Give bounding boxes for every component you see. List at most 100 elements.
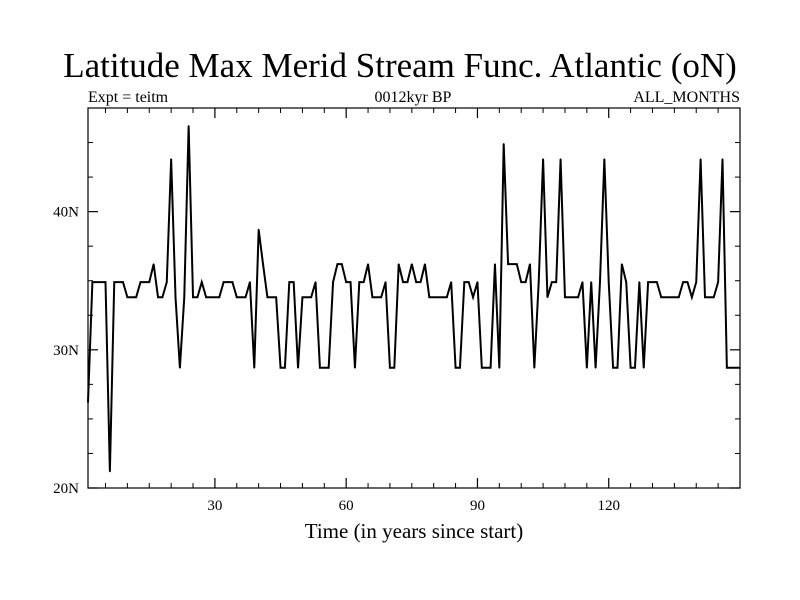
data-point (253, 366, 256, 369)
data-point (520, 281, 523, 283)
data-point (638, 281, 641, 283)
data-point (91, 281, 94, 283)
data-point (117, 281, 120, 283)
data-point (454, 366, 457, 369)
data-point (603, 158, 606, 160)
data-point (607, 281, 610, 283)
data-point (415, 281, 417, 283)
data-point (599, 281, 601, 283)
series-layer (87, 125, 741, 473)
data-point (205, 296, 207, 299)
data-point (529, 263, 531, 265)
data-point (568, 296, 571, 299)
data-point (275, 296, 277, 299)
data-point (612, 366, 614, 369)
data-point (669, 296, 671, 299)
data-point (323, 366, 326, 369)
data-point (424, 263, 426, 265)
data-point (730, 366, 733, 369)
data-point (564, 296, 566, 299)
y-tick-label: 20N (53, 481, 79, 497)
tick-labels: 20N 30N 40N 30 60 90 120 (53, 205, 620, 514)
data-point (577, 296, 579, 299)
data-point (533, 366, 536, 369)
data-point (463, 281, 466, 283)
data-point (284, 366, 286, 369)
data-point (165, 281, 168, 283)
data-point (642, 366, 645, 369)
data-point (498, 366, 501, 369)
data-point (122, 281, 124, 283)
data-point (314, 281, 317, 283)
data-point (100, 281, 102, 283)
data-point (691, 296, 693, 299)
data-point (152, 263, 155, 265)
data-point (634, 366, 636, 369)
data-point (586, 366, 588, 369)
minor-ticks (88, 107, 740, 488)
data-point (95, 281, 98, 283)
data-point (109, 470, 111, 473)
data-point (712, 296, 715, 299)
data-point (279, 366, 282, 369)
data-point (174, 296, 177, 299)
data-point (446, 296, 448, 299)
data-point (699, 158, 702, 160)
x-tick-label: 30 (207, 498, 222, 514)
data-point (376, 296, 378, 299)
data-point (104, 281, 107, 283)
data-point (546, 296, 549, 299)
data-point (402, 281, 404, 283)
data-point (734, 366, 737, 369)
data-point (345, 281, 347, 283)
data-point (594, 366, 597, 369)
data-point (397, 263, 400, 265)
x-tick-label: 60 (339, 498, 354, 514)
data-point (179, 366, 181, 369)
data-point (240, 296, 242, 299)
data-point (249, 281, 251, 283)
data-point (472, 296, 474, 299)
data-point (450, 281, 452, 283)
data-point (332, 281, 334, 283)
data-point (135, 296, 137, 299)
data-point (656, 281, 658, 283)
plot-frame (87, 107, 741, 489)
data-point (200, 281, 203, 283)
data-point (349, 281, 352, 283)
data-point (411, 263, 413, 265)
data-point (555, 281, 558, 283)
data-point (170, 158, 172, 160)
data-point (380, 296, 382, 299)
data-point (161, 296, 164, 299)
data-point (660, 296, 663, 299)
data-point (336, 263, 339, 265)
series-line (87, 125, 740, 472)
data-point (459, 366, 461, 369)
data-point (384, 281, 387, 283)
data-point (507, 263, 509, 265)
chart-title: Latitude Max Merid Stream Func. Atlantic… (63, 46, 737, 85)
data-point (231, 281, 234, 283)
data-point (183, 296, 186, 299)
data-point (209, 296, 212, 299)
data-point (625, 281, 628, 283)
data-point (673, 296, 676, 299)
data-point (354, 366, 356, 369)
data-point (362, 281, 365, 283)
data-point (441, 296, 444, 299)
data-point (266, 296, 269, 299)
data-point (319, 366, 321, 369)
data-point (244, 296, 247, 299)
y-tick-label: 30N (53, 343, 79, 359)
data-point (341, 263, 343, 265)
data-point (305, 296, 308, 299)
data-point (664, 296, 667, 299)
data-point (270, 296, 273, 299)
data-point (629, 366, 632, 369)
data-point (389, 366, 391, 369)
data-point (301, 296, 304, 299)
data-point (139, 281, 142, 283)
data-point (235, 296, 238, 299)
data-point (559, 158, 562, 160)
